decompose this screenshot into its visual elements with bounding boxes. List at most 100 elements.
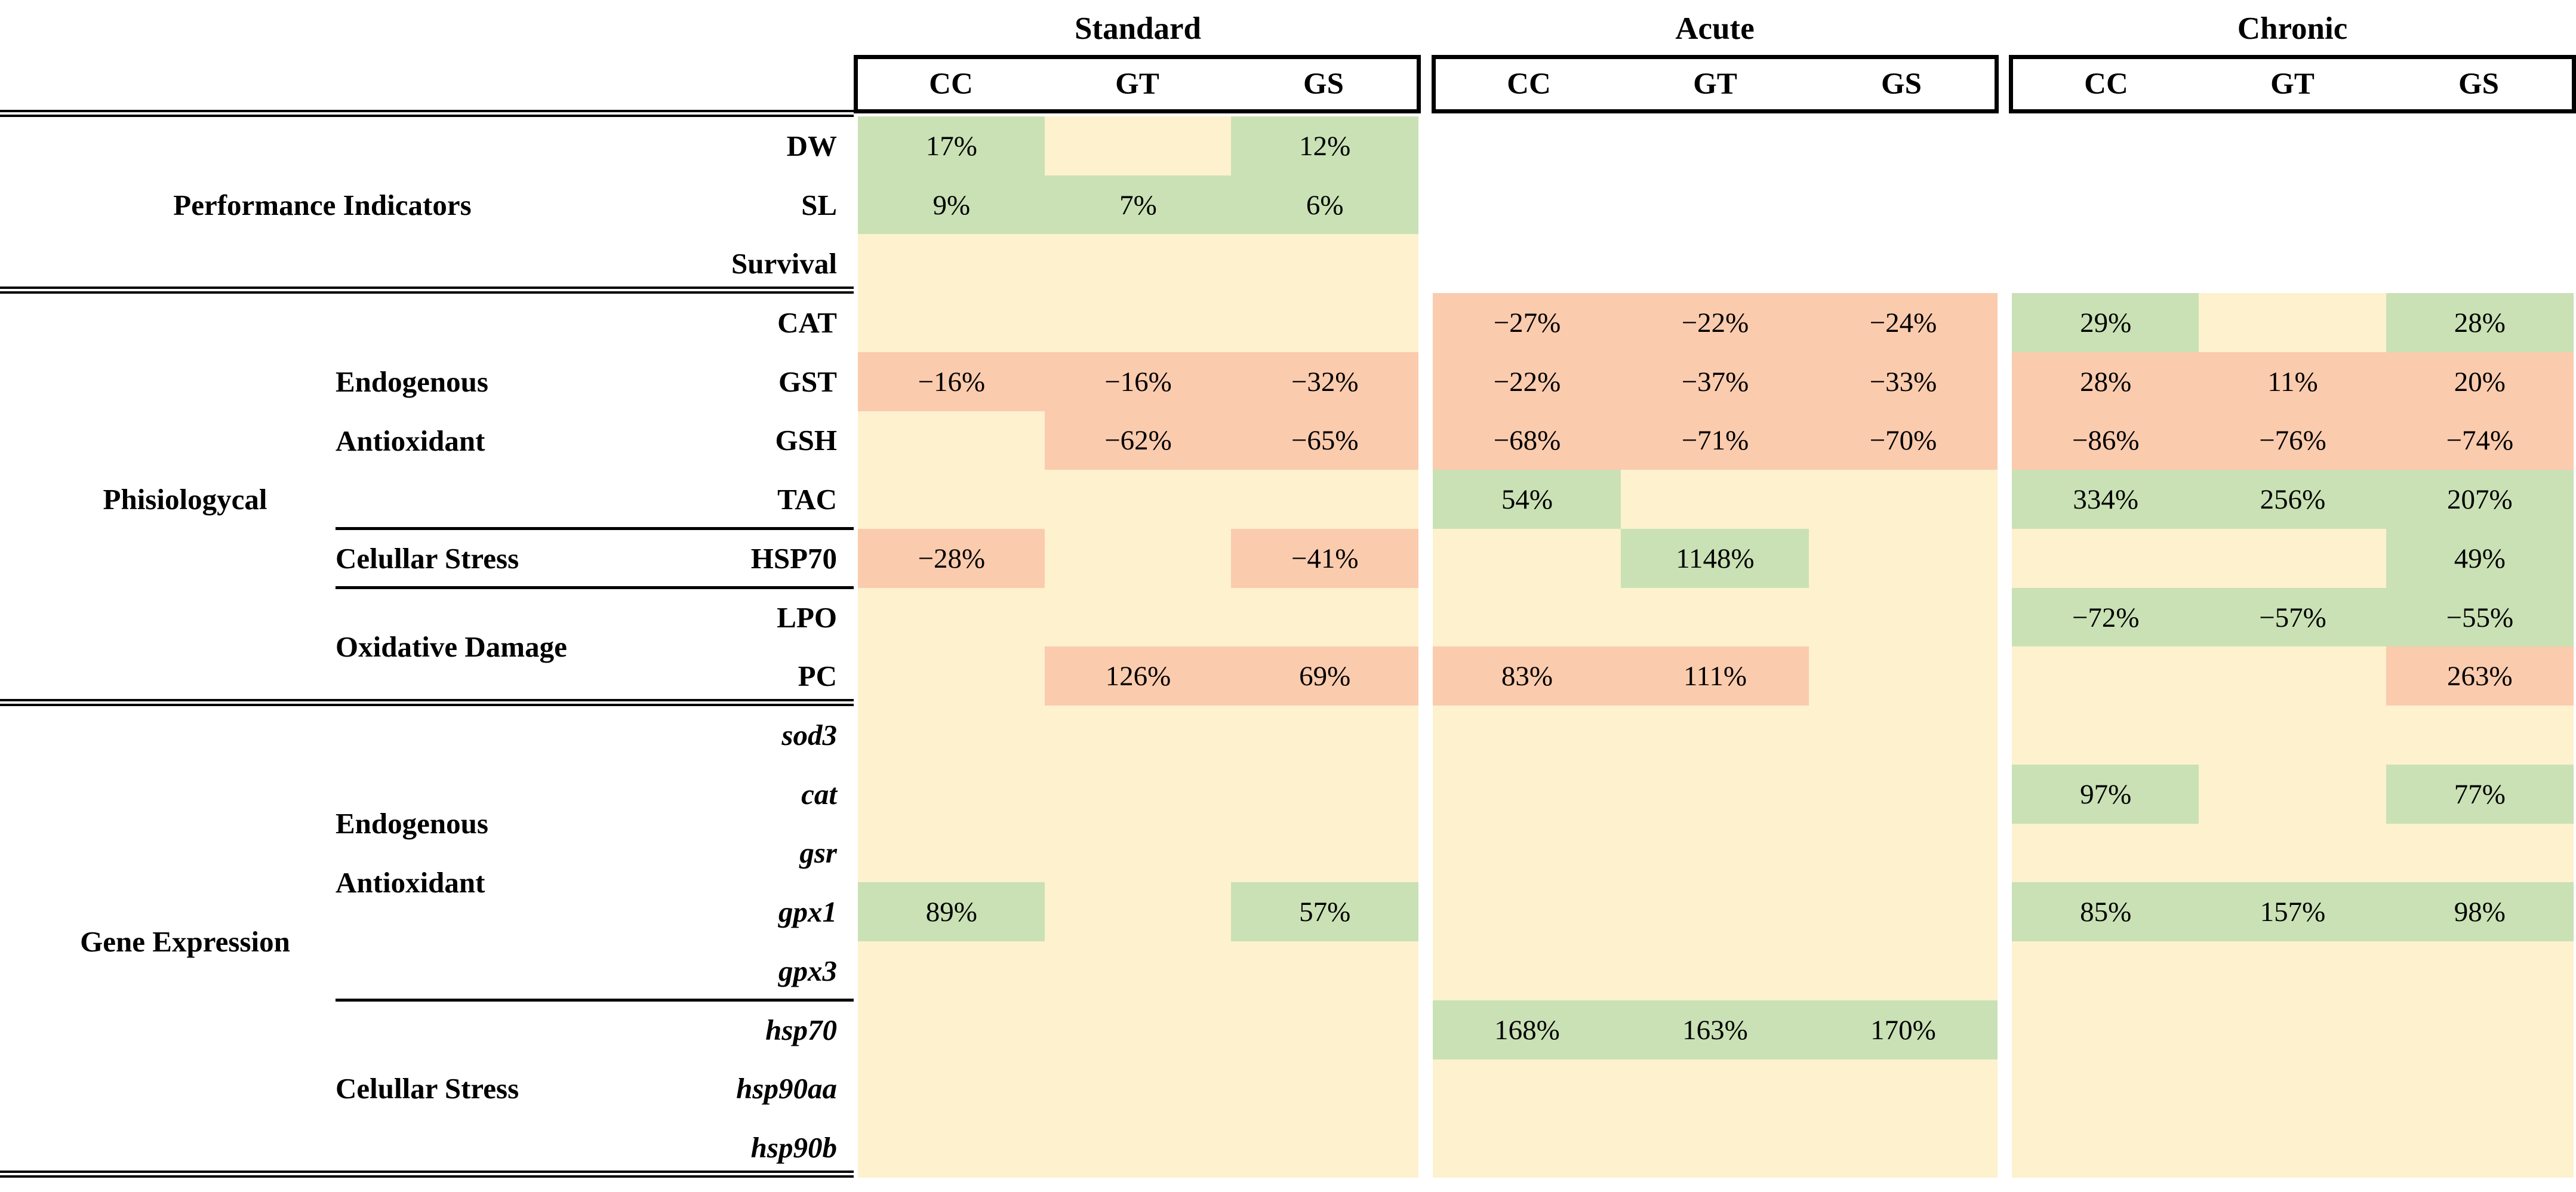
subsection-divider-line <box>336 527 854 531</box>
value-cell-cat-acute-gt: −22% <box>1621 293 1809 353</box>
subcategory-line: Antioxidant <box>336 865 485 899</box>
value-cell-gpx1-standard-gs: 57% <box>1231 882 1418 942</box>
value-cell-gpx3-acute-cc <box>1433 941 1621 1001</box>
value-cell-hsp70-chronic-cc <box>2012 1000 2200 1060</box>
value-cell-gsr-acute-cc <box>1433 823 1621 883</box>
row-label-cat: CAT <box>777 306 837 340</box>
value-cell-gsh-chronic-gt: −76% <box>2199 411 2387 471</box>
row-label-hsp70: hsp70 <box>765 1013 837 1046</box>
row-label-gsh: GSH <box>775 424 837 457</box>
value-cell-hsp90aa-chronic-gt <box>2199 1059 2387 1119</box>
value-cell-gpx3-standard-gt <box>1044 941 1232 1001</box>
value-cell-hsp70-chronic-gs: 49% <box>2386 529 2574 589</box>
value-cell-cat-standard-gs <box>1231 764 1418 824</box>
value-cell-gsh-standard-gt: −62% <box>1044 411 1232 471</box>
value-cell-hsp70-chronic-gt <box>2199 1000 2387 1060</box>
group-title-chronic: Chronic <box>2237 11 2348 46</box>
value-cell-pc-chronic-cc <box>2012 646 2200 707</box>
value-cell-gst-acute-gt: −37% <box>1621 352 1809 412</box>
row-label-sl: SL <box>801 188 837 221</box>
section-divider-line <box>0 1170 854 1178</box>
column-header-gt: GT <box>2270 67 2315 101</box>
value-cell-sod3-acute-cc <box>1433 706 1621 765</box>
value-cell-gpx1-chronic-gs: 98% <box>2386 882 2574 942</box>
value-cell-lpo-acute-gt <box>1621 587 1809 648</box>
value-cell-tac-standard-cc <box>858 470 1045 530</box>
subsection-divider-line <box>336 998 854 1002</box>
value-cell-hsp90b-chronic-gs <box>2386 1118 2574 1178</box>
value-cell-pc-acute-cc: 83% <box>1433 646 1621 707</box>
value-cell-gsr-chronic-gt <box>2199 823 2387 883</box>
value-cell-lpo-standard-gt <box>1044 587 1232 648</box>
value-cell-sod3-acute-gt <box>1621 706 1809 765</box>
value-cell-gpx3-chronic-gt <box>2199 941 2387 1001</box>
value-cell-hsp90aa-acute-gt <box>1621 1059 1809 1119</box>
value-cell-sod3-chronic-cc <box>2012 706 2200 765</box>
value-cell-gsr-standard-cc <box>858 823 1045 883</box>
value-cell-cat-standard-gt <box>1044 764 1232 824</box>
value-cell-hsp70-standard-gt <box>1044 1000 1232 1060</box>
value-cell-sl-standard-cc: 9% <box>858 175 1045 235</box>
value-cell-tac-chronic-gs: 207% <box>2386 470 2574 530</box>
value-cell-gst-chronic-cc: 28% <box>2012 352 2200 412</box>
value-cell-tac-chronic-gt: 256% <box>2199 470 2387 530</box>
value-cell-pc-standard-gs: 69% <box>1231 646 1418 707</box>
value-cell-sl-standard-gs: 6% <box>1231 175 1418 235</box>
value-cell-sod3-acute-gs <box>1809 706 1998 765</box>
subcategory-line: Endogenous <box>336 365 489 398</box>
value-cell-hsp90aa-standard-gs <box>1231 1059 1418 1119</box>
value-cell-cat-standard-gs <box>1231 293 1418 353</box>
row-label-gpx3: gpx3 <box>778 954 837 987</box>
subcategory-line: Celullar Stress <box>336 541 519 575</box>
value-cell-pc-chronic-gs: 263% <box>2386 646 2574 707</box>
row-label-pc: PC <box>798 660 837 693</box>
value-cell-tac-chronic-cc: 334% <box>2012 470 2200 530</box>
value-cell-gsh-standard-gs: −65% <box>1231 411 1418 471</box>
value-cell-gsh-chronic-gs: −74% <box>2386 411 2574 471</box>
value-cell-tac-acute-cc: 54% <box>1433 470 1621 530</box>
value-cell-hsp70-acute-gs: 170% <box>1809 1000 1998 1060</box>
value-cell-hsp70-acute-cc <box>1433 529 1621 589</box>
value-cell-gpx3-acute-gs <box>1809 941 1998 1001</box>
value-cell-cat-chronic-gt <box>2199 293 2387 353</box>
value-cell-gsr-acute-gt <box>1621 823 1809 883</box>
row-label-hsp70: HSP70 <box>750 541 837 575</box>
value-cell-hsp70-acute-gs <box>1809 529 1998 589</box>
row-label-gpx1: gpx1 <box>778 895 837 929</box>
subsection-divider-line <box>336 586 854 589</box>
value-cell-gsh-chronic-cc: −86% <box>2012 411 2200 471</box>
value-cell-pc-acute-gt: 111% <box>1621 646 1809 707</box>
value-cell-cat-chronic-gs: 28% <box>2386 293 2574 353</box>
value-cell-cat-acute-gs <box>1809 764 1998 824</box>
row-label-sod3: sod3 <box>781 719 837 752</box>
header-box-chronic: CC GT GS <box>2009 55 2576 113</box>
value-cell-gpx1-chronic-cc: 85% <box>2012 882 2200 942</box>
value-cell-cat-acute-gt <box>1621 764 1809 824</box>
value-cell-hsp90b-acute-gt <box>1621 1118 1809 1178</box>
row-label-gst: GST <box>778 365 837 398</box>
value-cell-hsp70-standard-gs: −41% <box>1231 529 1418 589</box>
value-cell-survival-standard-cc <box>858 234 1045 294</box>
value-cell-lpo-acute-cc <box>1433 587 1621 648</box>
value-cell-lpo-chronic-gs: −55% <box>2386 587 2574 648</box>
value-cell-hsp90aa-acute-cc <box>1433 1059 1621 1119</box>
subcategory-label-celullar-stress: Celullar Stress <box>336 529 741 588</box>
column-header-gs: GS <box>1881 67 1922 101</box>
value-cell-hsp90b-standard-gt <box>1044 1118 1232 1178</box>
value-cell-dw-standard-cc: 17% <box>858 116 1045 176</box>
value-cell-hsp90aa-chronic-gs <box>2386 1059 2574 1119</box>
value-cell-cat-chronic-gs: 77% <box>2386 764 2574 824</box>
value-cell-hsp90aa-chronic-cc <box>2012 1059 2200 1119</box>
value-cell-survival-standard-gt <box>1044 234 1232 294</box>
column-header-gt: GT <box>1693 67 1737 101</box>
value-cell-cat-acute-cc: −27% <box>1433 293 1621 353</box>
header-box-standard: CC GT GS <box>854 55 1421 113</box>
column-header-gs: GS <box>1303 67 1344 101</box>
value-cell-gst-standard-gt: −16% <box>1044 352 1232 412</box>
value-cell-gsr-chronic-gs <box>2386 823 2574 883</box>
value-cell-gsr-standard-gt <box>1044 823 1232 883</box>
value-cell-tac-standard-gt <box>1044 470 1232 530</box>
row-label-survival: Survival <box>731 247 837 281</box>
value-cell-survival-standard-gs <box>1231 234 1418 294</box>
